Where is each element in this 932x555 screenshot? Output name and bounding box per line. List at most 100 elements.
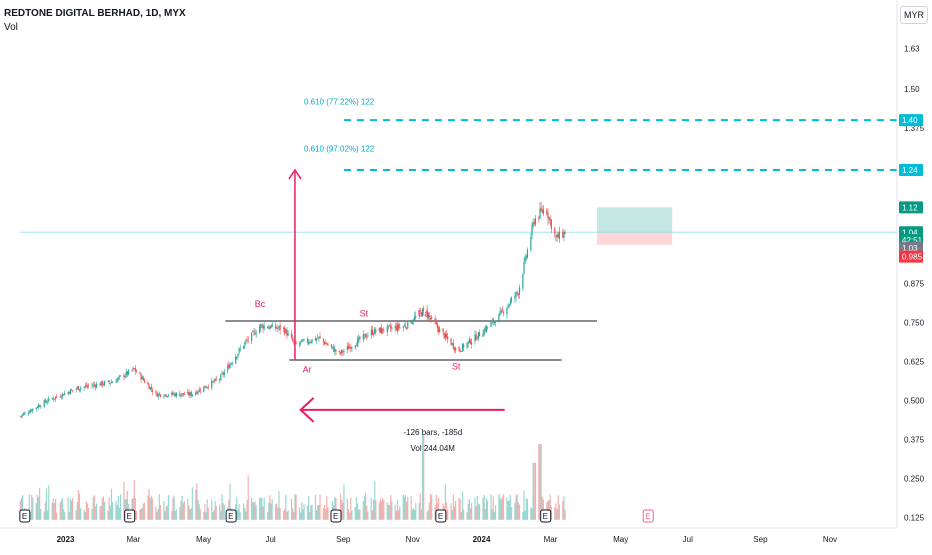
candle-body [203,386,205,392]
volume-bar [29,511,32,520]
volume-bar [327,507,329,520]
candle-body [468,338,470,343]
candle-body [181,393,183,396]
candle-body [155,391,157,393]
volume-bar [236,496,238,520]
symbol-title[interactable]: REDTONE DIGITAL BERHAD, 1D, MYX [4,8,186,19]
volume-bar [59,502,61,520]
volume-bar [286,511,288,520]
candle-body [36,407,38,408]
candle-body [548,217,550,220]
volume-bar [251,497,253,520]
candle-body [228,364,230,369]
volume-bar [62,509,65,520]
volume-bar [93,495,95,520]
candle-body [156,392,158,397]
candle-body [311,339,313,343]
volume-bar [245,511,247,520]
candle-body [143,379,146,383]
candle-body [382,328,384,332]
candle-body [47,401,49,403]
volume-bar [365,492,367,520]
candle-body [323,341,326,345]
volume-bar [173,495,175,520]
candle-body [70,389,73,391]
volume-bar [525,498,527,520]
candle-body [286,329,288,336]
horizontal-arrow-head [299,397,315,423]
candle-body [292,338,294,341]
fib-label: 0.610 (77.22%) 122 [304,98,375,107]
volume-bar [188,505,190,520]
volume-bar [562,500,564,520]
volume-bar [534,462,537,520]
volume-bar [434,505,436,520]
volume-bar [290,498,293,520]
volume-bar [36,494,38,520]
candle-body [434,318,436,323]
volume-bar [171,510,173,520]
x-tick-label: Jul [265,535,275,544]
candle-body [104,381,106,385]
volume-bar [107,510,109,520]
candle-body [410,321,412,324]
volume-label: Vol [4,22,18,33]
volume-bar [271,498,273,520]
candle-body [452,342,454,349]
volume-bar [469,508,472,520]
candle-body [236,356,238,358]
candle-body [28,412,30,414]
candle-body [237,353,239,357]
volume-bar [474,497,476,520]
volume-bar [459,499,461,520]
candle-body [230,363,232,365]
candle-body [402,326,404,328]
candle-body [270,326,272,328]
candle-body [485,326,488,332]
volume-bar [55,499,57,520]
candle-body [127,370,130,375]
candle-body [492,319,494,323]
candle-body [110,382,113,384]
candle-body [188,392,190,396]
volume-bar [140,508,142,520]
volume-bar [484,508,486,520]
candle-body [151,390,154,392]
candle-body [167,395,170,396]
price-tag [899,250,923,263]
volume-bar [243,503,245,520]
volume-bar [357,503,359,520]
price-tag-label: 1.40 [902,116,918,125]
candle-body [429,317,432,319]
candle-body [175,392,178,396]
volume-bar [131,498,133,520]
volume-bar [515,495,517,520]
volume-bar [219,504,221,520]
y-tick-label: 0.250 [904,474,925,483]
volume-bar [510,507,513,520]
candle-body [460,351,462,352]
candle-body [455,347,457,351]
candle-body [93,384,95,386]
candle-body [282,327,285,329]
candle-body [334,348,336,352]
candle-body [60,397,62,398]
candle-body [347,346,350,350]
candle-body [349,347,351,349]
candle-body [77,386,79,390]
volume-bar [47,510,49,520]
volume-bar [229,483,231,520]
candle-body [471,342,473,345]
volume-bar [492,496,494,520]
candle-body [174,393,176,397]
volume-bar [477,503,480,520]
volume-bar [563,496,565,520]
currency-button[interactable]: MYR [900,6,928,24]
volume-bar [538,444,540,520]
volume-bar [475,506,477,520]
x-tick-label: 2024 [473,535,491,544]
candle-body [179,392,181,397]
volume-bar [471,503,473,520]
